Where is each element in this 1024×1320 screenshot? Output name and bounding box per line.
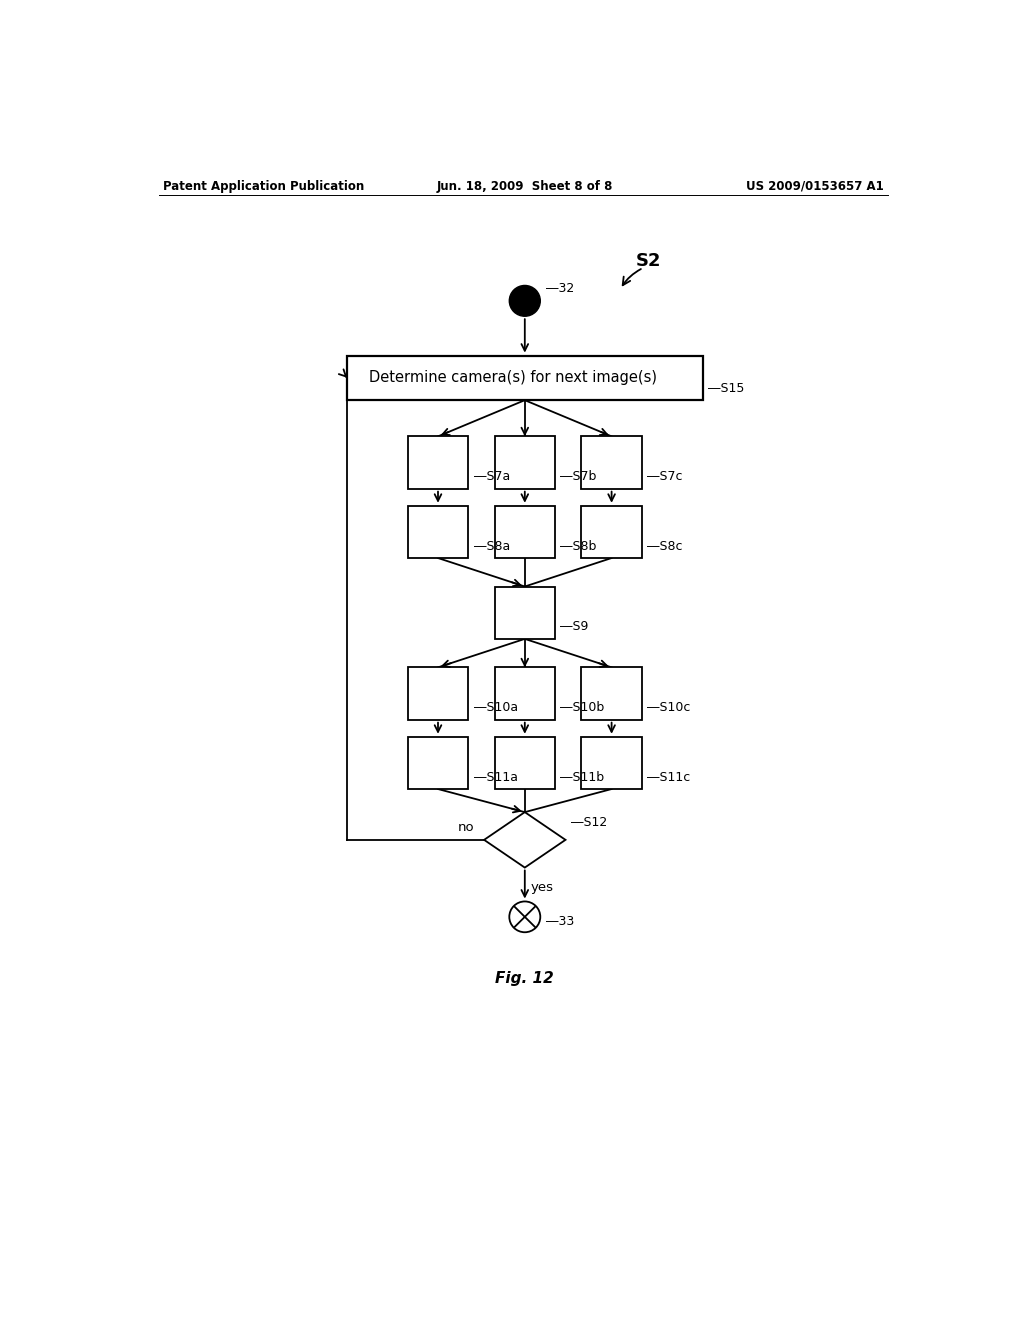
Bar (408, 437, 468, 488)
Text: ―S10c: ―S10c (647, 701, 690, 714)
Text: ―S10a: ―S10a (474, 701, 518, 714)
Bar (408, 737, 468, 789)
Text: Jun. 18, 2009  Sheet 8 of 8: Jun. 18, 2009 Sheet 8 of 8 (436, 180, 613, 193)
Bar (408, 506, 468, 558)
Text: ―33: ―33 (546, 915, 574, 928)
Bar (582, 737, 642, 789)
Bar (582, 668, 642, 719)
Bar (346, 355, 703, 400)
Bar (495, 668, 555, 719)
Bar (495, 737, 555, 789)
Text: Patent Application Publication: Patent Application Publication (163, 180, 365, 193)
Bar (495, 586, 555, 639)
Text: Fig. 12: Fig. 12 (496, 972, 554, 986)
Text: yes: yes (531, 882, 554, 895)
Circle shape (509, 902, 541, 932)
Circle shape (509, 285, 541, 317)
Text: ―S8c: ―S8c (647, 540, 683, 553)
Bar (582, 437, 642, 488)
Text: Determine camera(s) for next image(s): Determine camera(s) for next image(s) (370, 371, 657, 385)
Text: ―S11b: ―S11b (560, 771, 604, 784)
Bar (408, 668, 468, 719)
Text: US 2009/0153657 A1: US 2009/0153657 A1 (745, 180, 884, 193)
Text: ―S10b: ―S10b (560, 701, 605, 714)
Text: ―S7b: ―S7b (560, 470, 597, 483)
Text: ―S7a: ―S7a (474, 470, 510, 483)
Text: no: no (458, 821, 475, 834)
Text: ―S11a: ―S11a (474, 771, 518, 784)
Text: ―S7c: ―S7c (647, 470, 683, 483)
Bar (495, 437, 555, 488)
Bar (582, 506, 642, 558)
Polygon shape (484, 812, 565, 867)
Text: ―S15: ―S15 (709, 381, 744, 395)
Text: ―S9: ―S9 (560, 620, 589, 634)
Text: ―S8b: ―S8b (560, 540, 597, 553)
Text: ―S12: ―S12 (571, 816, 607, 829)
Text: ―S11c: ―S11c (647, 771, 690, 784)
Text: ―32: ―32 (546, 282, 574, 296)
Bar (495, 506, 555, 558)
Text: ―S8a: ―S8a (474, 540, 510, 553)
Text: S2: S2 (636, 252, 662, 271)
